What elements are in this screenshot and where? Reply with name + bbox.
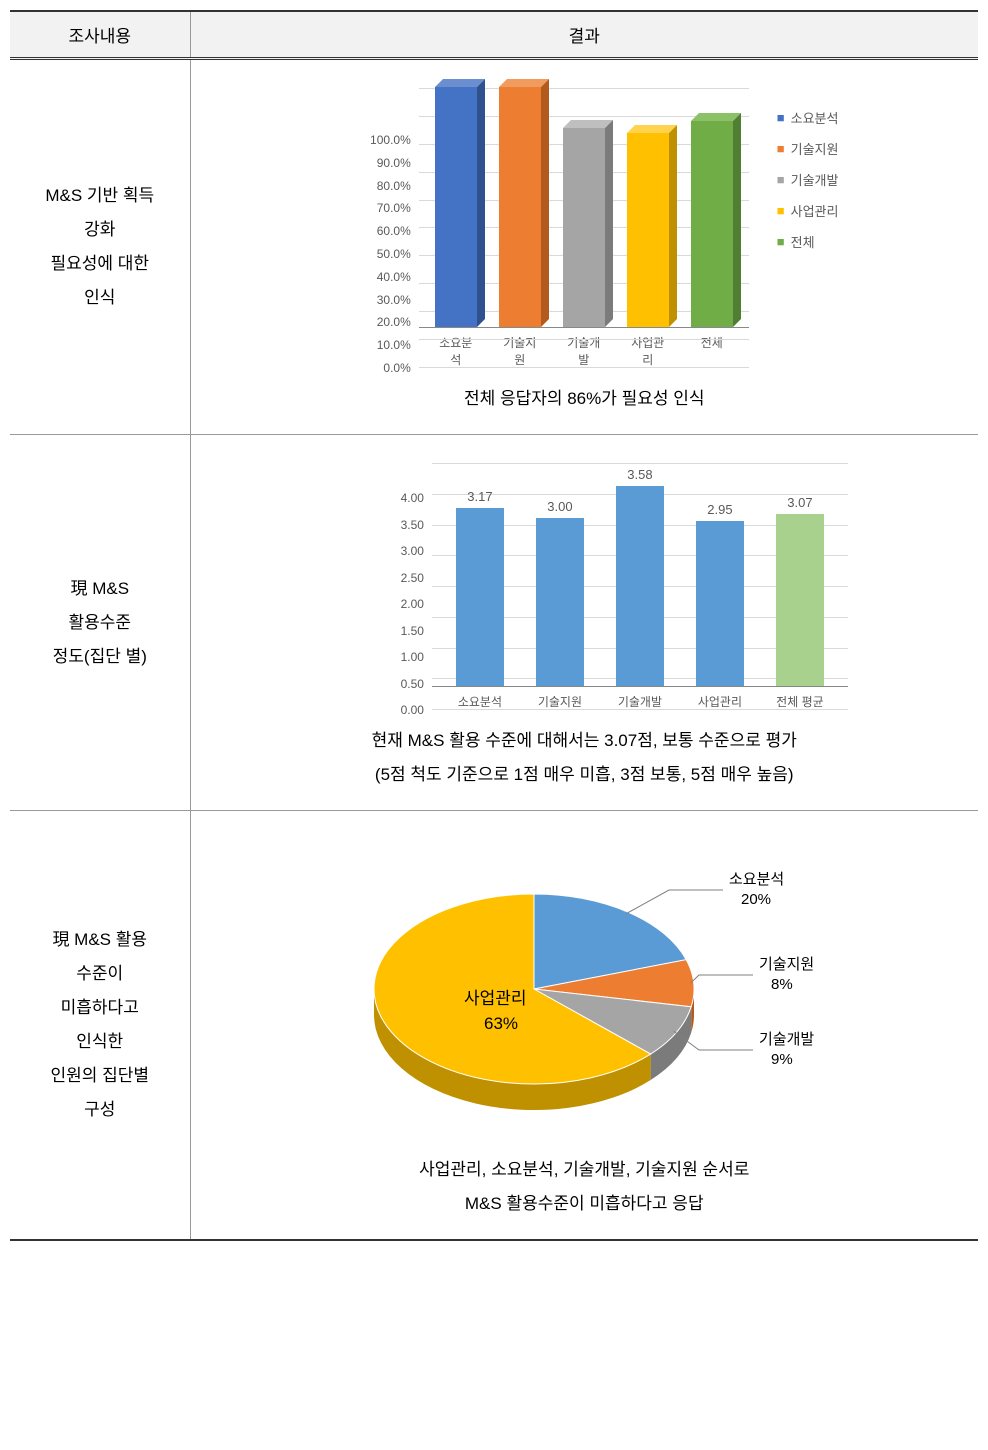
legend-item: ■ 소요분석	[777, 108, 839, 127]
row1-result-cell: 0.0%10.0%20.0%30.0%40.0%50.0%60.0%70.0%8…	[190, 59, 978, 435]
header-col-result: 결과	[190, 11, 978, 59]
bar-value-label: 3.00	[547, 499, 572, 514]
row2-label: 現 M&S 활용수준 정도(집단 별)	[10, 435, 190, 811]
legend-item: ■ 사업관리	[777, 201, 839, 220]
bar-value-label: 3.07	[787, 495, 812, 510]
bar	[776, 514, 824, 686]
bar	[627, 133, 669, 327]
bar	[563, 128, 605, 327]
legend-item: ■ 기술지원	[777, 139, 839, 158]
row3-result-cell: 사업관리 63% 소요분석 20% 기술지원 8% 기술개발 9% 사업관리, 소요분석, 기…	[190, 811, 978, 1241]
row2-caption-line1: 현재 M&S 활용 수준에 대해서는 3.07점, 보통 수준으로 평가	[372, 731, 797, 750]
row1-label: M&S 기반 획득 강화 필요성에 대한 인식	[10, 59, 190, 435]
bar	[691, 121, 733, 327]
pie-ext-pct: 20%	[741, 891, 771, 908]
insufficient-pie-chart: 사업관리 63% 소요분석 20% 기술지원 8% 기술개발 9%	[274, 839, 894, 1139]
bar	[616, 486, 664, 686]
pie-ext-label: 기술지원	[759, 956, 814, 973]
bar	[536, 518, 584, 686]
row2-caption-line2: (5점 척도 기준으로 1점 매우 미흡, 3점 보통, 5점 매우 높음)	[375, 765, 794, 784]
pie-ext-label: 소요분석	[729, 871, 784, 888]
table-row: 現 M&S 활용수준 정도(집단 별) 0.000.501.001.502.00…	[10, 435, 978, 811]
bar	[499, 87, 541, 327]
legend-item: ■ 전체	[777, 232, 839, 251]
bar	[456, 508, 504, 686]
header-col-survey: 조사내용	[10, 11, 190, 59]
row2-result-cell: 0.000.501.001.502.002.503.003.504.00 3.1…	[190, 435, 978, 811]
chart-legend: ■ 소요분석 ■ 기술지원 ■ 기술개발 ■ 사업관리 ■ 전체	[777, 108, 839, 251]
table-row: M&S 기반 획득 강화 필요성에 대한 인식 0.0%10.0%20.0%30…	[10, 59, 978, 435]
bar-value-label: 3.58	[627, 467, 652, 482]
pie-ext-pct: 8%	[771, 976, 793, 993]
survey-results-table: 조사내용 결과 M&S 기반 획득 강화 필요성에 대한 인식 0.0%10.0…	[10, 10, 978, 1241]
row3-label: 現 M&S 활용 수준이 미흡하다고 인식한 인원의 집단별 구성	[10, 811, 190, 1241]
table-row: 現 M&S 활용 수준이 미흡하다고 인식한 인원의 집단별 구성 사업관리 63…	[10, 811, 978, 1241]
pie-inside-pct: 63%	[484, 1014, 518, 1033]
utilization-bar-chart: 0.000.501.001.502.002.503.003.504.00 3.1…	[321, 453, 848, 710]
row3-caption-line2: M&S 활용수준이 미흡하다고 응답	[465, 1194, 704, 1213]
pie-ext-pct: 9%	[771, 1051, 793, 1068]
bar	[696, 521, 744, 686]
pie-ext-label: 기술개발	[759, 1031, 814, 1048]
bar-value-label: 3.17	[467, 489, 492, 504]
bar-value-label: 2.95	[707, 502, 732, 517]
pie-inside-label: 사업관리	[464, 989, 527, 1008]
legend-item: ■ 기술개발	[777, 170, 839, 189]
row1-caption: 전체 응답자의 86%가 필요성 인식	[464, 382, 705, 416]
necessity-bar-chart: 0.0%10.0%20.0%30.0%40.0%50.0%60.0%70.0%8…	[370, 88, 838, 368]
bar	[435, 87, 477, 327]
row3-caption-line1: 사업관리, 소요분석, 기술개발, 기술지원 순서로	[419, 1160, 749, 1179]
